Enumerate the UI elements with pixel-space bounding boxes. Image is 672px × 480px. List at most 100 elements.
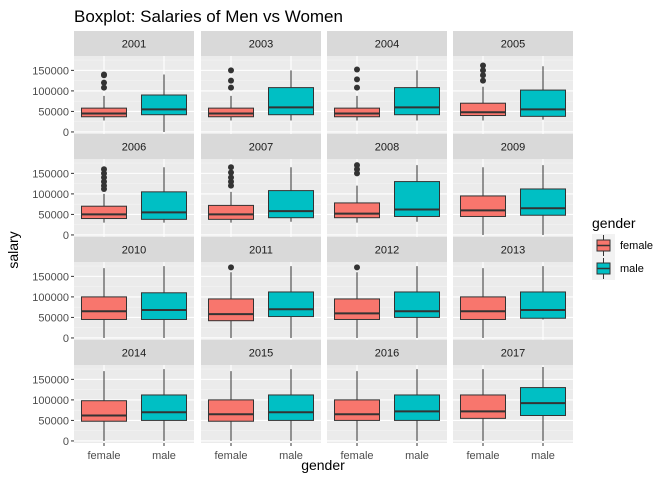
x-tick-label: male <box>531 450 555 462</box>
facet-strip <box>327 237 447 262</box>
facet-panel: 2007 <box>201 134 321 237</box>
box-female <box>208 67 254 121</box>
box-iqr <box>81 205 127 220</box>
facet-panel: 2011 <box>201 237 321 340</box>
facet-strip <box>74 134 194 159</box>
facet-strip-label: 2017 <box>501 348 525 360</box>
box-iqr <box>141 191 187 220</box>
box-female <box>460 62 506 121</box>
facet-strip <box>453 340 573 365</box>
legend-label: female <box>620 240 653 252</box>
outlier-point <box>101 170 107 177</box>
box-female <box>208 371 254 441</box>
box-iqr <box>394 181 440 217</box>
facet-panel: 2013 <box>453 237 573 340</box>
box-iqr <box>141 394 187 421</box>
box-iqr <box>141 94 187 116</box>
box-male <box>141 369 187 441</box>
facet-panel: 2015 female male <box>201 340 321 462</box>
outlier-point <box>354 166 360 173</box>
facet-panel: 2001 0 50000 100000 150000 <box>32 31 194 139</box>
outlier-point <box>354 162 360 169</box>
box-male <box>268 369 314 441</box>
outlier-point <box>228 164 234 171</box>
outlier-point <box>354 84 360 91</box>
facet-strip <box>453 134 573 159</box>
box-male <box>520 66 566 120</box>
box-female <box>334 371 380 441</box>
facet-strip-label: 2015 <box>249 348 273 360</box>
facet-strip-label: 2005 <box>501 39 525 51</box>
box-female <box>334 162 380 223</box>
legend: gender female male <box>592 215 653 280</box>
box-iqr <box>208 107 254 118</box>
box-male <box>268 70 314 121</box>
box-male <box>520 266 566 320</box>
facet-strip-label: 2004 <box>375 39 399 51</box>
box-male <box>520 367 566 441</box>
facet-strip <box>201 134 321 159</box>
outlier-point <box>101 166 107 173</box>
outlier-point <box>101 178 107 185</box>
box-male <box>141 74 187 132</box>
y-tick-label: 150000 <box>32 374 69 386</box>
box-iqr <box>520 387 566 416</box>
y-tick-label: 100000 <box>32 292 69 304</box>
facet-strip-label: 2006 <box>122 142 146 154</box>
facet-panel: 2009 <box>453 134 573 237</box>
facet-panel: 2008 <box>327 134 447 237</box>
y-tick-label: 150000 <box>32 65 69 77</box>
outlier-point <box>101 79 107 86</box>
box-male <box>394 165 440 222</box>
box-female <box>81 166 127 223</box>
x-tick-label: female <box>87 450 120 462</box>
box-iqr <box>268 190 314 219</box>
outlier-point <box>354 264 360 271</box>
facet-strip <box>74 237 194 262</box>
facet-strip <box>327 31 447 56</box>
facet-panel: 2016 female male <box>327 340 447 462</box>
facet-panel: 2014 0 50000 100000 150000 female male <box>32 340 194 462</box>
box-iqr <box>460 394 506 419</box>
box-iqr <box>394 87 440 116</box>
y-tick-label: 100000 <box>32 395 69 407</box>
outlier-point <box>480 77 486 84</box>
y-tick-label: 50000 <box>38 415 69 427</box>
box-iqr <box>268 291 314 318</box>
y-tick-label: 50000 <box>38 209 69 221</box>
facet-strip-label: 2003 <box>249 39 273 51</box>
outlier-point <box>228 264 234 271</box>
box-iqr <box>394 291 440 318</box>
x-axis-label: gender <box>301 457 345 473</box>
box-iqr <box>334 399 380 421</box>
outlier-point <box>101 71 107 78</box>
legend-label: male <box>620 263 644 275</box>
outlier-point <box>228 67 234 74</box>
outlier-point <box>480 67 486 74</box>
outlier-point <box>101 182 107 189</box>
chart-title: Boxplot: Salaries of Men vs Women <box>74 7 343 26</box>
box-iqr <box>81 107 127 118</box>
facet-strip-label: 2016 <box>375 348 399 360</box>
outlier-point <box>480 72 486 79</box>
box-iqr <box>208 399 254 422</box>
facet-strip-label: 2009 <box>501 142 525 154</box>
outlier-point <box>228 178 234 185</box>
x-tick-label: female <box>340 450 373 462</box>
outlier-point <box>101 84 107 91</box>
box-male <box>268 266 314 338</box>
box-male <box>394 70 440 121</box>
y-tick-label: 150000 <box>32 271 69 283</box>
facet-strip-label: 2008 <box>375 142 399 154</box>
y-tick-label: 50000 <box>38 312 69 324</box>
legend-title: gender <box>592 215 636 231</box>
outlier-point <box>228 77 234 84</box>
y-tick-label: 0 <box>63 230 69 242</box>
box-male <box>268 167 314 222</box>
box-female <box>460 268 506 338</box>
y-axis-label: salary <box>5 231 21 268</box>
facet-strip <box>74 31 194 56</box>
legend-entry-male: male <box>592 257 644 280</box>
y-tick-label: 50000 <box>38 106 69 118</box>
x-tick-label: male <box>405 450 429 462</box>
